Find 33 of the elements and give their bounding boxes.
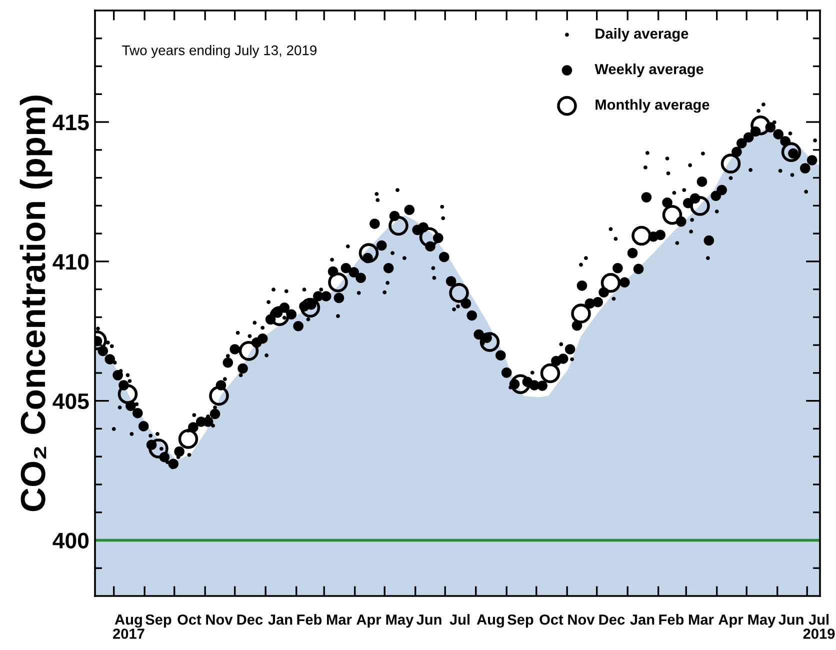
- y-tick-label: 400: [52, 532, 89, 549]
- x-tick-label: Oct: [178, 614, 202, 625]
- y-tick-label: 410: [52, 254, 89, 270]
- x-tick-label: Aug 2017: [113, 614, 144, 639]
- x-tick-label: Jun: [778, 614, 804, 625]
- x-tick-label: Nov: [206, 614, 233, 625]
- x-tick-label: May: [386, 614, 414, 628]
- x-tick-label: Nov: [568, 614, 595, 625]
- x-tick-label: Sep: [508, 614, 534, 628]
- x-tick-label: Oct: [540, 614, 564, 625]
- x-tick-label: Feb: [659, 614, 684, 625]
- x-tick-label: Jun: [416, 614, 442, 625]
- legend-label: Daily average: [596, 28, 688, 42]
- x-tick-label: Dec: [599, 614, 625, 625]
- x-tick-label: Apr: [718, 614, 744, 628]
- x-tick-label: Jan: [268, 614, 292, 625]
- legend-label: Weekly average: [594, 64, 704, 78]
- x-tick-label: May: [748, 614, 776, 628]
- x-tick-label: Apr: [356, 614, 382, 628]
- x-tick-label: Aug: [476, 614, 504, 628]
- annotation: Two years ending July 13, 2019: [122, 45, 317, 58]
- x-tick-label: Jan: [630, 614, 654, 625]
- y-tick-label: 405: [52, 393, 89, 410]
- x-tick-label: Sep: [146, 614, 172, 628]
- y-tick-label: 415: [52, 114, 89, 130]
- y-axis-title: CO₂ Concentration (ppm): [20, 96, 52, 512]
- legend-label: Monthly average: [596, 99, 710, 113]
- x-tick-label: Jul: [450, 614, 470, 625]
- x-tick-label: Mar: [326, 614, 352, 625]
- x-tick-label: Mar: [688, 614, 714, 625]
- x-tick-label: Feb: [297, 614, 322, 625]
- x-tick-label: Jul 2019: [803, 614, 835, 639]
- x-tick-label: Dec: [237, 614, 263, 625]
